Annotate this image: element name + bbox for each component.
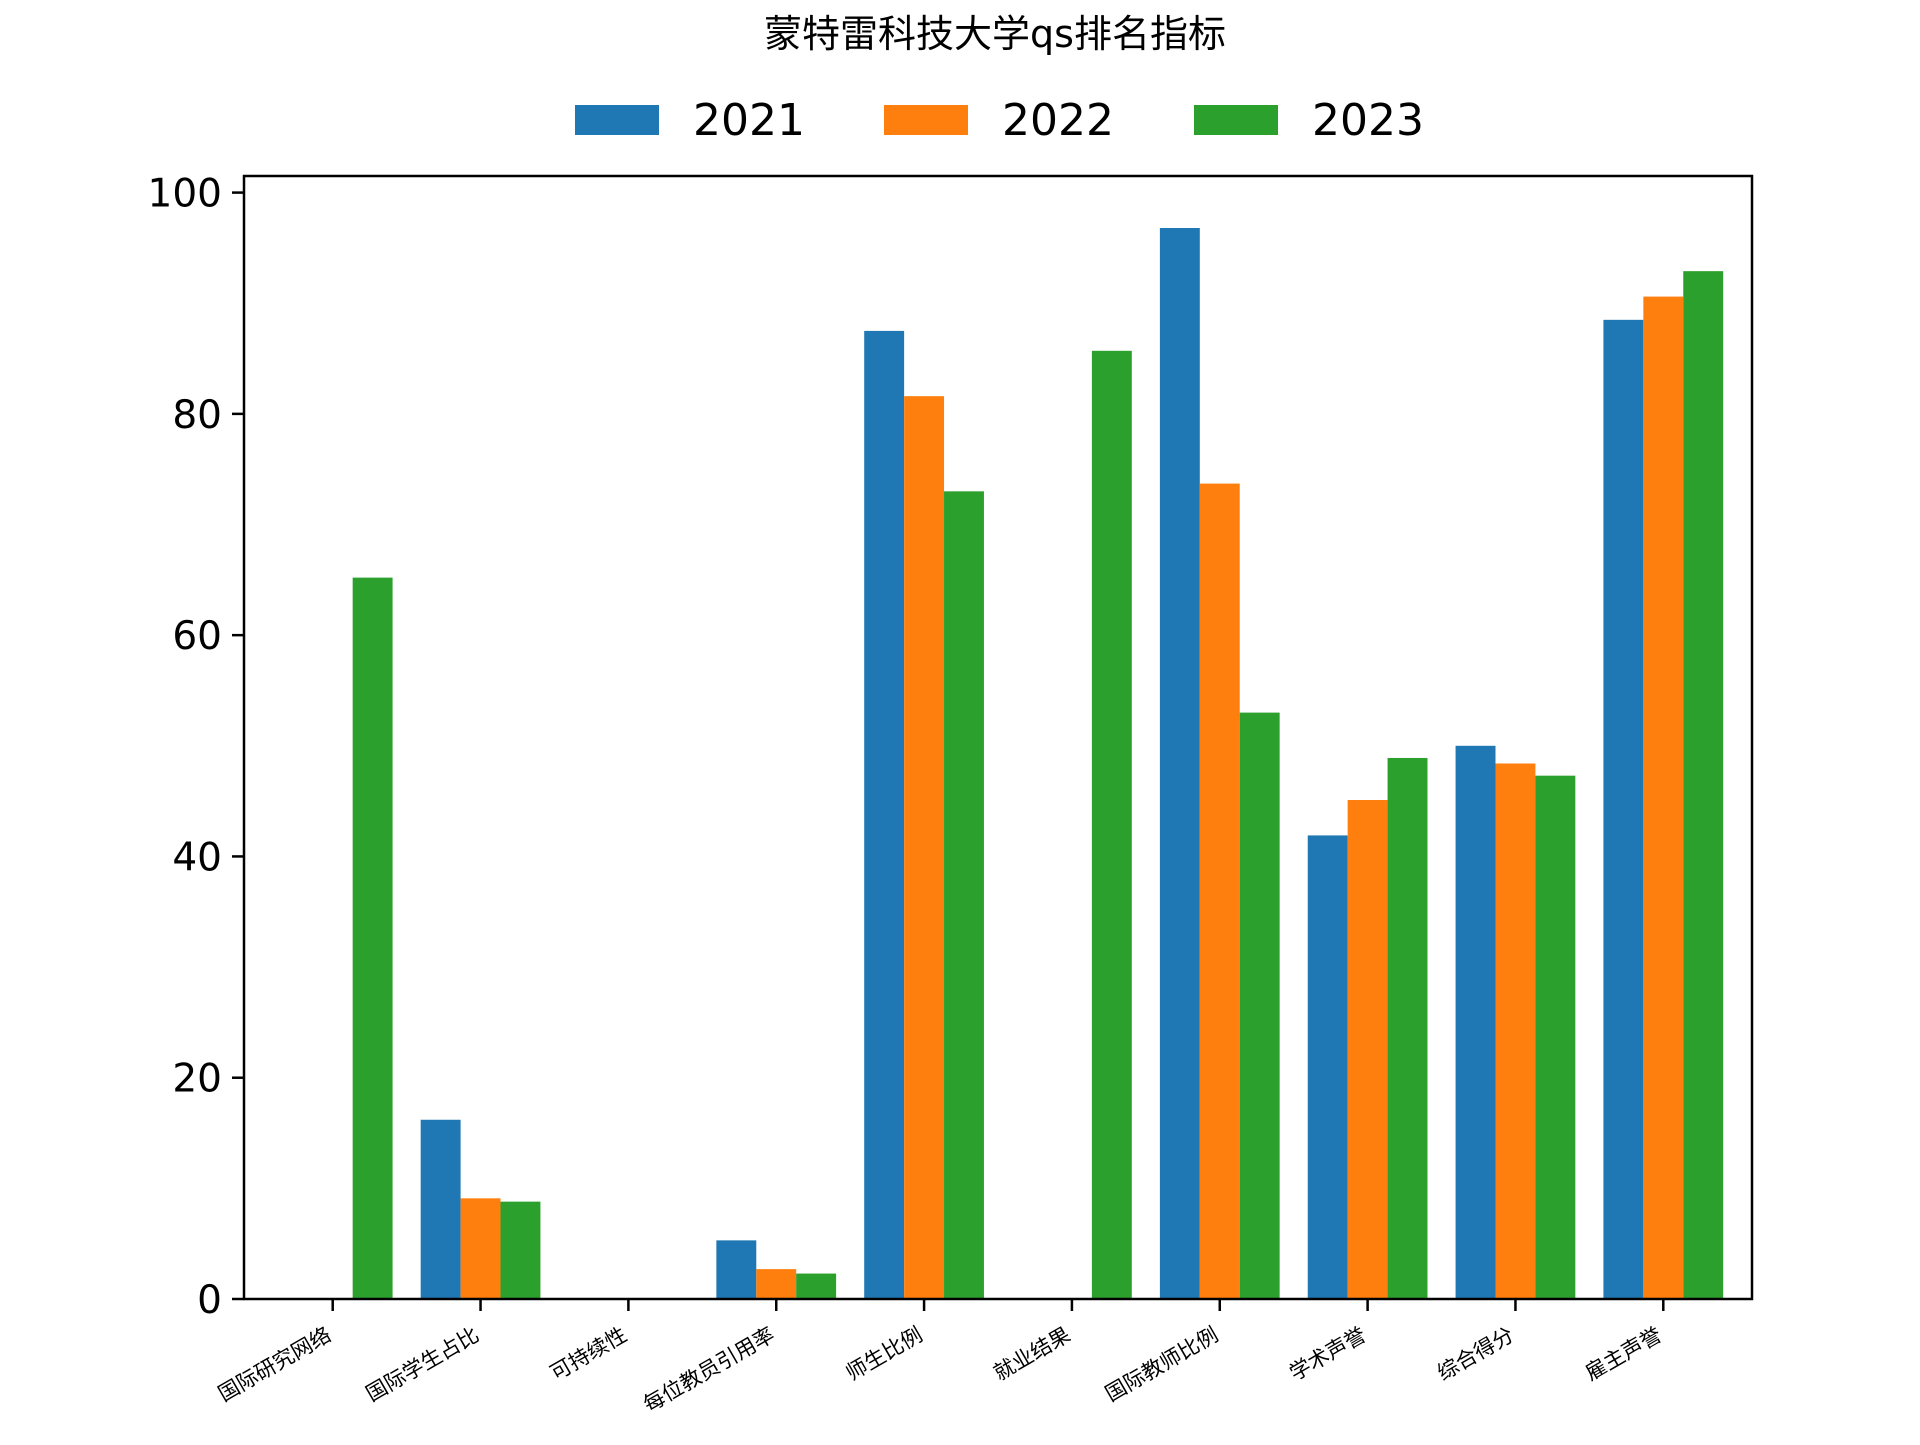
y-tick-label: 80 bbox=[172, 393, 222, 438]
x-tick-label-7: 学术声誉 bbox=[1285, 1323, 1370, 1386]
bar-2022-8 bbox=[1495, 763, 1536, 1299]
legend-label-2022: 2022 bbox=[1002, 95, 1114, 146]
bar-2023-0 bbox=[352, 577, 393, 1299]
bar-2023-6 bbox=[1239, 712, 1280, 1299]
bar-2021-8 bbox=[1455, 745, 1496, 1299]
y-tick-label: 0 bbox=[197, 1278, 222, 1323]
y-axis: 0 20 40 60 80 100 bbox=[148, 172, 244, 1323]
y-tick-label: 40 bbox=[172, 835, 222, 880]
legend: 2021 2022 2023 bbox=[575, 95, 1424, 146]
bar-2021-1 bbox=[420, 1119, 461, 1299]
x-tick-label-1: 国际学生占比 bbox=[362, 1323, 483, 1407]
x-tick-label-0: 国际研究网络 bbox=[214, 1323, 335, 1407]
legend-swatch-2022 bbox=[884, 105, 968, 135]
bar-2022-4 bbox=[904, 396, 945, 1299]
bar-2022-1 bbox=[460, 1198, 501, 1299]
bar-2023-9 bbox=[1683, 271, 1724, 1299]
bars-layer bbox=[352, 228, 1724, 1300]
bar-2023-5 bbox=[1091, 350, 1132, 1299]
y-tick-label: 20 bbox=[172, 1057, 222, 1102]
x-tick-label-4: 师生比例 bbox=[842, 1323, 927, 1386]
chart-title: 蒙特雷科技大学qs排名指标 bbox=[764, 12, 1226, 56]
legend-swatch-2023 bbox=[1194, 105, 1278, 135]
y-tick-label: 60 bbox=[172, 614, 222, 659]
bar-2022-7 bbox=[1347, 800, 1388, 1299]
plot-area-frame bbox=[242, 174, 1754, 1301]
bar-2023-3 bbox=[796, 1273, 837, 1299]
x-tick-label-5: 就业结果 bbox=[990, 1323, 1075, 1386]
legend-swatch-2021 bbox=[575, 105, 659, 135]
y-tick-label: 100 bbox=[148, 172, 222, 217]
bar-2023-7 bbox=[1387, 757, 1428, 1299]
bar-2022-3 bbox=[756, 1269, 797, 1299]
x-tick-label-3: 每位教员引用率 bbox=[639, 1323, 778, 1417]
bar-2022-6 bbox=[1199, 483, 1240, 1299]
bar-2023-4 bbox=[944, 491, 984, 1299]
bar-2023-1 bbox=[500, 1201, 541, 1299]
bar-2023-8 bbox=[1535, 775, 1576, 1299]
bar-2021-7 bbox=[1307, 835, 1348, 1299]
legend-label-2021: 2021 bbox=[693, 95, 805, 146]
x-tick-label-6: 国际教师比例 bbox=[1101, 1323, 1222, 1407]
x-tick-label-2: 可持续性 bbox=[546, 1323, 631, 1386]
bar-2022-9 bbox=[1643, 296, 1684, 1299]
bar-2021-3 bbox=[716, 1240, 757, 1299]
x-tick-label-8: 综合得分 bbox=[1433, 1323, 1518, 1386]
legend-label-2023: 2023 bbox=[1312, 95, 1424, 146]
x-axis: 国际研究网络 国际学生占比 可持续性 每位教员引用率 师生比例 就业结果 国际教师比例 学术声… bbox=[214, 1299, 1666, 1417]
bar-2021-9 bbox=[1603, 319, 1644, 1299]
bar-2021-6 bbox=[1159, 228, 1200, 1300]
bar-2021-4 bbox=[864, 330, 905, 1299]
x-tick-label-9: 雇主声誉 bbox=[1581, 1323, 1666, 1386]
